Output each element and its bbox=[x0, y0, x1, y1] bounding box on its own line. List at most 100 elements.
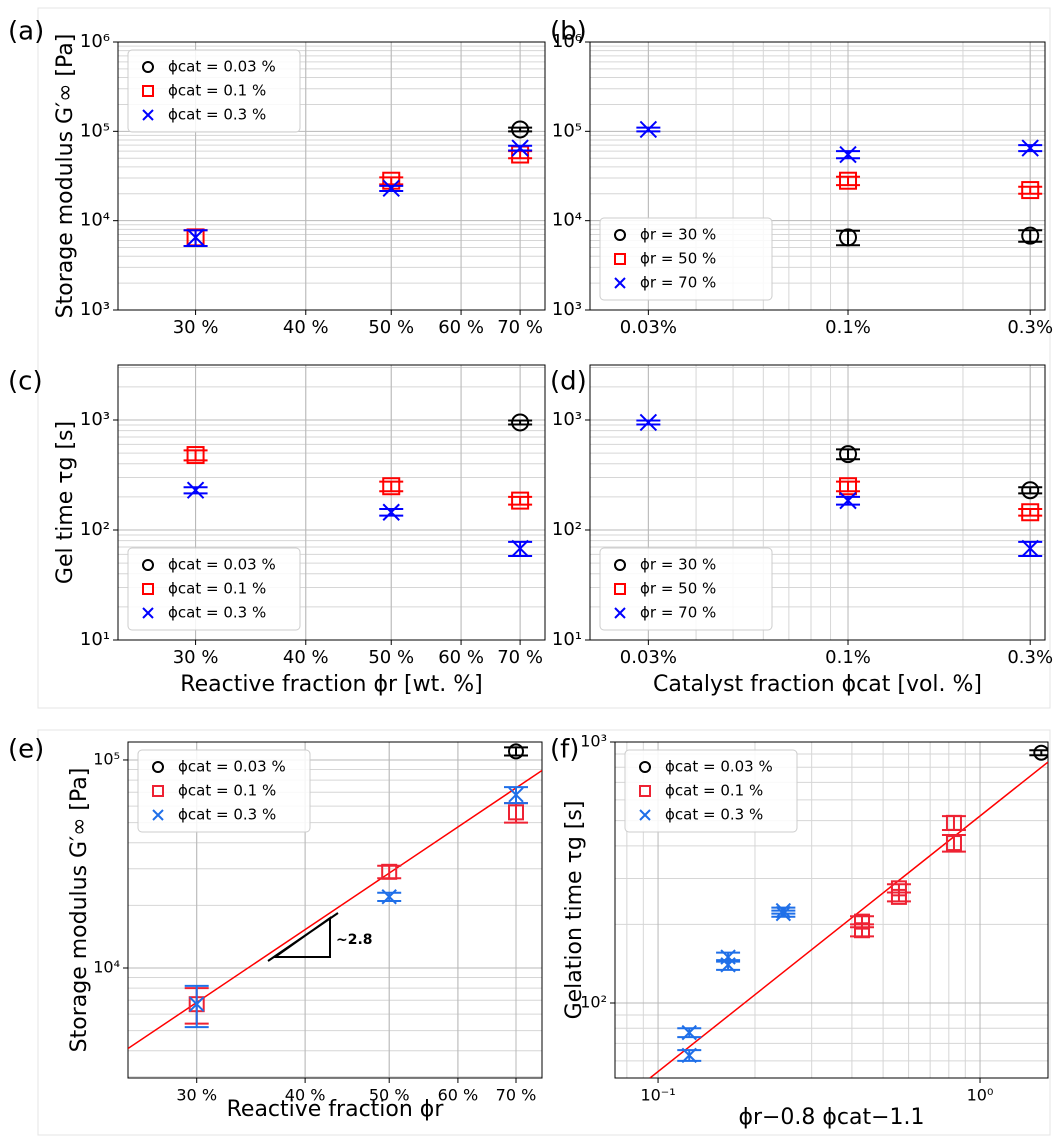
marker-shape bbox=[1021, 139, 1039, 157]
annotation: ~2.8 bbox=[336, 932, 373, 948]
marker-shape bbox=[186, 481, 205, 499]
marker-shape bbox=[381, 863, 398, 880]
x-tick-label: 0.3% bbox=[1007, 317, 1053, 338]
marker-shape bbox=[839, 477, 858, 496]
marker-shape bbox=[720, 957, 736, 973]
x-tick-label: 30 % bbox=[176, 1086, 217, 1105]
marker bbox=[511, 539, 529, 558]
marker-shape bbox=[508, 787, 524, 803]
marker-shape bbox=[1021, 226, 1040, 245]
error-bar bbox=[941, 834, 966, 853]
legend-label: ϕcat = 0.1 % bbox=[168, 82, 266, 100]
y-tick-label: 10¹ bbox=[80, 629, 110, 650]
plot-area bbox=[183, 413, 533, 558]
marker bbox=[614, 607, 626, 619]
panel-label: (d) bbox=[550, 367, 587, 397]
y-axis-label: Storage modulus G′∞ [Pa] bbox=[67, 768, 92, 1053]
plot-area bbox=[636, 413, 1043, 558]
marker-shape bbox=[839, 491, 857, 510]
y-tick-label: 10⁴ bbox=[80, 210, 110, 231]
plot-frame bbox=[589, 41, 1046, 311]
marker-shape bbox=[508, 743, 525, 760]
marker-shape bbox=[508, 804, 525, 821]
marker bbox=[720, 949, 736, 965]
marker-shape bbox=[614, 559, 626, 571]
marker-shape bbox=[511, 139, 529, 157]
marker-shape bbox=[614, 607, 626, 619]
error-bar bbox=[886, 883, 911, 894]
marker bbox=[511, 139, 529, 157]
legend-label: ϕcat = 0.1 % bbox=[168, 580, 266, 598]
y-axis-label: Gel time τg [s] bbox=[53, 421, 78, 584]
x-tick-label: 40 % bbox=[283, 317, 329, 338]
plot-area bbox=[649, 744, 1048, 1078]
marker-shape bbox=[945, 835, 962, 852]
marker-shape bbox=[142, 583, 154, 595]
marker-shape bbox=[639, 785, 651, 797]
marker bbox=[508, 804, 525, 821]
y-tick-label: 10⁴ bbox=[93, 958, 120, 977]
marker bbox=[839, 477, 858, 496]
marker bbox=[681, 1024, 697, 1041]
marker-shape bbox=[152, 785, 164, 797]
x-tick-label: 70 % bbox=[497, 647, 543, 668]
marker-shape bbox=[945, 814, 962, 831]
plot-frame bbox=[614, 741, 1049, 1079]
marker-shape bbox=[1021, 539, 1039, 558]
x-tick-label: 50 % bbox=[369, 1086, 410, 1105]
error-bar bbox=[1018, 229, 1043, 243]
marker-shape bbox=[839, 171, 858, 190]
x-tick-label: 0.1% bbox=[825, 317, 871, 338]
legend-label: ϕcat = 0.3 % bbox=[168, 106, 266, 124]
y-tick-label: 10² bbox=[552, 519, 582, 540]
plot-area bbox=[636, 120, 1043, 247]
plot-area bbox=[183, 120, 533, 248]
plot-frame bbox=[117, 364, 546, 641]
y-tick-label: 10⁵ bbox=[93, 749, 120, 768]
marker bbox=[945, 835, 962, 852]
marker bbox=[1021, 226, 1040, 245]
marker bbox=[142, 61, 154, 73]
x-tick-label: 70 % bbox=[496, 1086, 537, 1105]
marker bbox=[511, 120, 530, 139]
marker-shape bbox=[188, 996, 205, 1012]
x-tick-label: 60 % bbox=[438, 317, 484, 338]
plot-frame bbox=[117, 41, 546, 311]
marker bbox=[839, 171, 858, 190]
x-axis-label: Reactive fraction ϕr bbox=[227, 1097, 445, 1122]
marker bbox=[775, 902, 792, 919]
plot-area bbox=[128, 743, 542, 1050]
x-tick-label: 0.1% bbox=[825, 647, 871, 668]
marker bbox=[639, 809, 651, 821]
y-tick-label: 10³ bbox=[80, 409, 110, 430]
plot-frame bbox=[589, 364, 1046, 641]
marker bbox=[1033, 744, 1048, 761]
marker bbox=[1021, 503, 1040, 522]
marker bbox=[382, 179, 400, 198]
marker-shape bbox=[511, 539, 529, 558]
panel-label: (e) bbox=[8, 735, 44, 765]
slope-triangle bbox=[267, 912, 339, 962]
x-axis-label: Reactive fraction ϕr [wt. %] bbox=[180, 672, 482, 697]
x-tick-label: 10⁰ bbox=[967, 1086, 994, 1105]
marker bbox=[142, 85, 154, 97]
marker-shape bbox=[839, 145, 857, 164]
marker bbox=[1021, 181, 1040, 200]
marker bbox=[639, 413, 658, 432]
error-bar bbox=[941, 815, 966, 832]
x-tick-label: 30 % bbox=[173, 647, 219, 668]
legend-label: ϕr = 70 % bbox=[640, 604, 716, 622]
legend-box bbox=[137, 749, 311, 833]
y-tick-label: 10⁵ bbox=[552, 120, 582, 141]
marker bbox=[945, 814, 962, 831]
y-tick-label: 10⁶ bbox=[552, 31, 582, 52]
marker-shape bbox=[152, 809, 164, 821]
marker bbox=[142, 109, 154, 121]
x-tick-label: 0.3% bbox=[1007, 647, 1053, 668]
y-axis-label: Storage modulus G′∞ [Pa] bbox=[53, 34, 78, 319]
marker-shape bbox=[720, 949, 736, 965]
marker-shape bbox=[1021, 181, 1040, 200]
legend-label: ϕcat = 0.1 % bbox=[665, 782, 763, 800]
y-axis-label: Gelation time τg [s] bbox=[562, 801, 587, 1020]
